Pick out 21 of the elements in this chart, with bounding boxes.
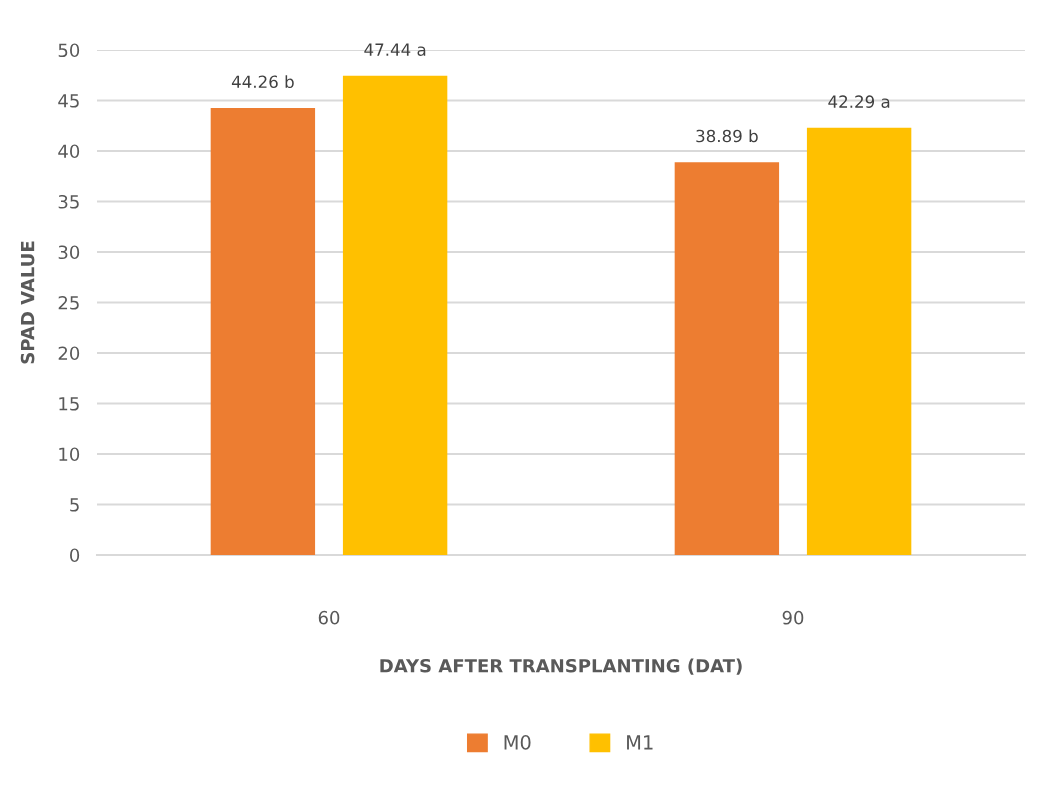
y-tick-label: 10 — [59, 447, 80, 462]
data-label: 44.26 b — [231, 75, 294, 89]
x-tick-label: 90 — [782, 610, 804, 625]
y-tick-label: 5 — [70, 498, 79, 512]
legend-label: M1 — [627, 735, 653, 750]
y-tick-label: 35 — [58, 194, 79, 209]
y-tick-label: 30 — [58, 245, 80, 260]
data-label: 42.29 a — [828, 95, 890, 108]
y-tick-label: 25 — [58, 295, 79, 310]
y-tick-label: 0 — [70, 548, 80, 563]
y-tick-label: 50 — [58, 43, 80, 58]
x-tick-label: 60 — [318, 610, 340, 625]
legend-label: M0 — [504, 735, 531, 750]
y-axis-title: SPAD VALUE — [20, 241, 35, 364]
y-tick-label: 20 — [58, 346, 80, 361]
y-tick-label: 40 — [58, 144, 80, 159]
y-tick-label: 15 — [59, 397, 79, 411]
data-label: 47.44 a — [364, 43, 426, 56]
x-axis-title: DAYS AFTER TRANSPLANTING (DAT) — [380, 658, 742, 675]
data-label: 38.89 b — [696, 129, 758, 143]
y-tick-label: 45 — [58, 94, 79, 108]
